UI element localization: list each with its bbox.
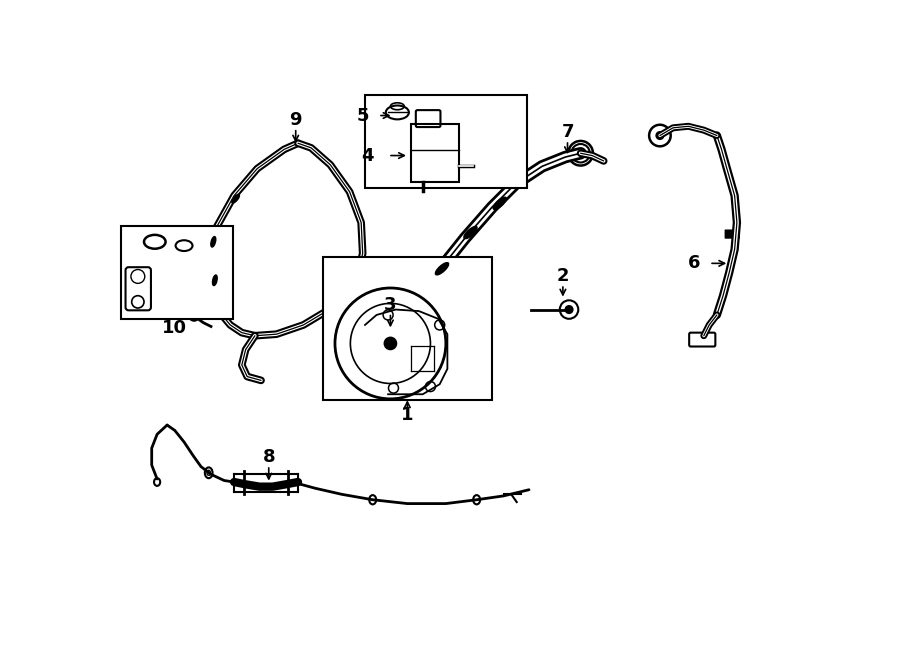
Circle shape xyxy=(192,314,196,318)
Text: 4: 4 xyxy=(361,147,374,165)
Circle shape xyxy=(656,132,664,139)
Text: 7: 7 xyxy=(562,124,574,141)
Text: 8: 8 xyxy=(263,448,275,467)
Ellipse shape xyxy=(232,194,239,203)
Bar xyxy=(322,257,492,400)
Ellipse shape xyxy=(464,227,477,239)
Ellipse shape xyxy=(493,197,507,210)
Ellipse shape xyxy=(375,332,381,336)
FancyBboxPatch shape xyxy=(724,229,740,239)
Circle shape xyxy=(384,337,397,350)
Text: 3: 3 xyxy=(384,296,397,314)
Text: 1: 1 xyxy=(401,406,414,424)
Ellipse shape xyxy=(436,262,448,275)
Text: 9: 9 xyxy=(290,111,302,129)
Text: 6: 6 xyxy=(688,254,700,272)
Text: 5: 5 xyxy=(356,106,369,124)
Circle shape xyxy=(565,305,573,313)
Ellipse shape xyxy=(212,275,217,286)
Text: 10: 10 xyxy=(162,319,187,337)
Bar xyxy=(365,95,526,188)
Text: 2: 2 xyxy=(556,268,569,286)
Bar xyxy=(121,226,232,319)
Ellipse shape xyxy=(211,237,216,247)
